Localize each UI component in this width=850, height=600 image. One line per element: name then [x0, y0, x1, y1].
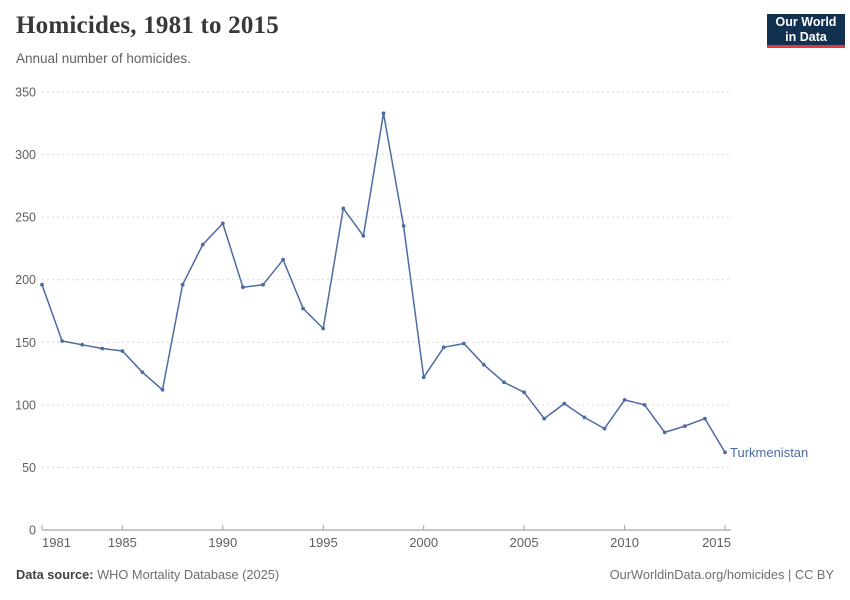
data-point[interactable]: [120, 349, 125, 353]
x-tick-label: 2015: [702, 535, 731, 550]
x-tick-label: 2005: [510, 535, 539, 550]
y-tick-label: 200: [15, 273, 36, 287]
data-point[interactable]: [100, 346, 105, 351]
x-tick-label: 2010: [610, 535, 639, 550]
data-point[interactable]: [241, 285, 245, 290]
data-point[interactable]: [80, 342, 85, 347]
series-line: [41, 112, 726, 454]
data-point[interactable]: [321, 326, 326, 331]
owid-logo-line1: Our World: [775, 15, 837, 29]
data-point[interactable]: [582, 415, 587, 420]
entity-label[interactable]: Turkmenistan: [730, 445, 808, 460]
data-point[interactable]: [401, 224, 406, 228]
data-point[interactable]: [723, 450, 727, 455]
data-point[interactable]: [200, 242, 205, 247]
data-point[interactable]: [281, 257, 285, 262]
owid-logo[interactable]: Our World in Data: [767, 14, 845, 48]
data-point[interactable]: [682, 424, 687, 428]
data-point[interactable]: [462, 341, 466, 346]
data-point[interactable]: [301, 306, 305, 311]
data-point[interactable]: [642, 403, 647, 407]
y-tick-label: 300: [15, 148, 36, 162]
data-source-label: Data source:: [16, 567, 94, 582]
data-point[interactable]: [180, 282, 185, 287]
plot-area[interactable]: 0 50 100 150 200 250 300 350 1981 1985 1990 1995 200…: [0, 80, 850, 560]
data-point[interactable]: [441, 345, 446, 350]
data-point[interactable]: [341, 206, 346, 211]
x-tick-label: 1985: [108, 535, 137, 550]
data-point[interactable]: [40, 282, 44, 287]
owid-logo-line2: in Data: [785, 30, 827, 44]
data-point[interactable]: [622, 398, 627, 402]
data-point[interactable]: [220, 221, 225, 226]
data-point[interactable]: [562, 401, 567, 406]
data-point[interactable]: [662, 430, 667, 435]
chart-title: Homicides, 1981 to 2015: [16, 12, 279, 39]
data-point[interactable]: [602, 426, 607, 431]
y-tick-label: 0: [29, 524, 36, 538]
y-tick-label: 50: [22, 461, 36, 475]
x-tick-label: 1995: [309, 535, 338, 550]
data-point[interactable]: [261, 282, 265, 287]
data-point[interactable]: [60, 339, 64, 343]
y-tick-label: 100: [15, 398, 36, 412]
data-point[interactable]: [381, 111, 386, 116]
data-point[interactable]: [542, 416, 547, 421]
x-tick-label: 2000: [409, 535, 438, 550]
x-tick-label: 1990: [208, 535, 237, 550]
data-point[interactable]: [482, 362, 486, 367]
data-point[interactable]: [160, 387, 165, 392]
data-source-note: Data source: WHO Mortality Database (202…: [16, 567, 279, 582]
homicides-line-chart: 0 50 100 150 200 250 300 350 1981 1985 1990 1995 200…: [15, 86, 808, 551]
data-point[interactable]: [421, 375, 426, 380]
chart-subtitle: Annual number of homicides.: [16, 51, 191, 66]
y-tick-label: 150: [15, 336, 36, 350]
data-point[interactable]: [140, 370, 145, 375]
y-tick-label: 250: [15, 211, 36, 225]
data-point[interactable]: [703, 416, 707, 421]
data-point[interactable]: [522, 390, 526, 395]
data-point[interactable]: [361, 234, 366, 238]
data-point[interactable]: [502, 380, 506, 385]
chart-footer: Data source: WHO Mortality Database (202…: [16, 567, 834, 582]
y-tick-label: 350: [15, 86, 36, 100]
x-tick-label: 1981: [42, 535, 71, 550]
data-source-value: WHO Mortality Database (2025): [93, 567, 280, 582]
attribution-link[interactable]: OurWorldinData.org/homicides | CC BY: [609, 567, 834, 582]
